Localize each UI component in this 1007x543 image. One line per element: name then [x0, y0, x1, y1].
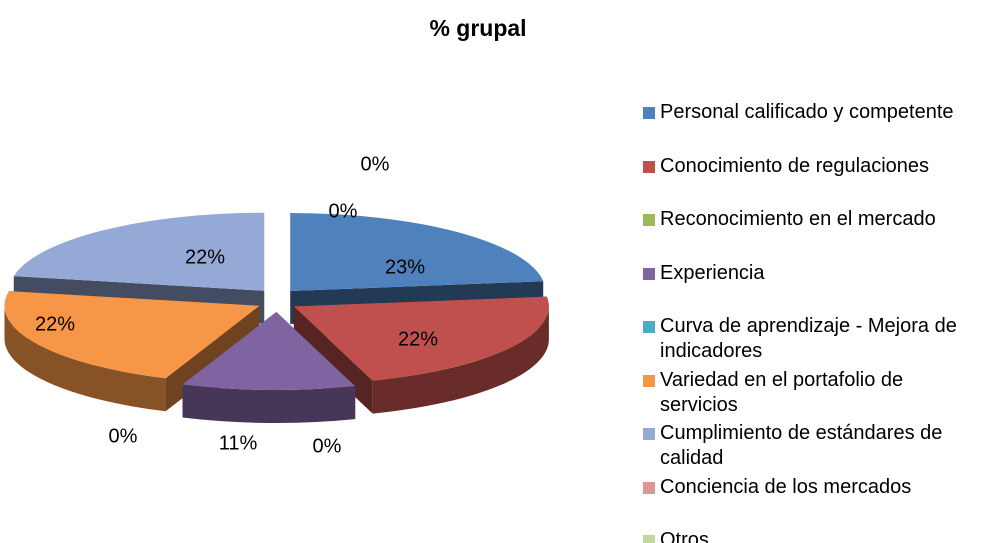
- data-label: 0%: [329, 200, 358, 222]
- legend-swatch: [643, 428, 655, 440]
- legend-swatch: [643, 160, 655, 173]
- legend-swatch: [643, 535, 655, 543]
- data-label: 0%: [109, 425, 138, 447]
- slice-wall: [182, 384, 356, 423]
- slice-wall: [4, 305, 166, 412]
- slice: [182, 311, 356, 423]
- legend-label: Conocimiento de regulaciones: [660, 154, 930, 177]
- legend-entry: Experiencia: [643, 261, 983, 286]
- legend-label: Variedad en el portafolio de servicios: [660, 368, 904, 416]
- slice-top: [4, 291, 260, 379]
- legend-swatch: [643, 321, 655, 333]
- legend-swatch: [643, 267, 655, 280]
- legend-swatch: [643, 214, 655, 226]
- slice-wall: [372, 306, 549, 414]
- data-label: 22%: [35, 313, 75, 335]
- data-label: 22%: [398, 328, 438, 350]
- chart-title: % grupal: [429, 15, 526, 41]
- legend-entry: Otros: [643, 528, 983, 543]
- legend-label: Curva de aprendizaje - Mejora de indicad…: [660, 315, 957, 362]
- legend-label: Cumplimiento de estándares de calidad: [660, 422, 943, 469]
- slice-top: [13, 212, 265, 291]
- legend-entry: Reconocimiento en el mercado: [643, 207, 983, 232]
- legend-label: Personal calificado y competente: [660, 101, 954, 123]
- legend-swatch: [643, 107, 655, 119]
- data-label: 0%: [361, 153, 390, 175]
- legend-entry: Curva de aprendizaje - Mejora de indicad…: [643, 314, 983, 364]
- slice: [293, 296, 549, 414]
- legend-entry: Variedad en el portafolio de servicios: [643, 368, 983, 418]
- slice-top: [293, 296, 549, 381]
- legend-swatch: [643, 374, 655, 387]
- legend-entry: Personal calificado y competente: [643, 100, 983, 125]
- legend-label: Experiencia: [660, 261, 765, 284]
- data-label: 22%: [185, 246, 225, 268]
- slice-top: [182, 311, 356, 390]
- legend-entry: Cumplimiento de estándares de calidad: [643, 421, 983, 471]
- legend-entry: Conciencia de los mercados: [643, 475, 983, 500]
- data-label: 0%: [313, 435, 342, 457]
- data-label: 23%: [385, 256, 425, 278]
- legend-swatch: [643, 481, 655, 494]
- legend-label: Conciencia de los mercados: [660, 475, 912, 498]
- legend-entry: Conocimiento de regulaciones: [643, 154, 983, 179]
- data-label: 11%: [219, 432, 258, 454]
- legend-label: Reconocimiento en el mercado: [660, 208, 936, 230]
- slice-top: [290, 212, 544, 291]
- legend-label: Otros: [660, 529, 709, 543]
